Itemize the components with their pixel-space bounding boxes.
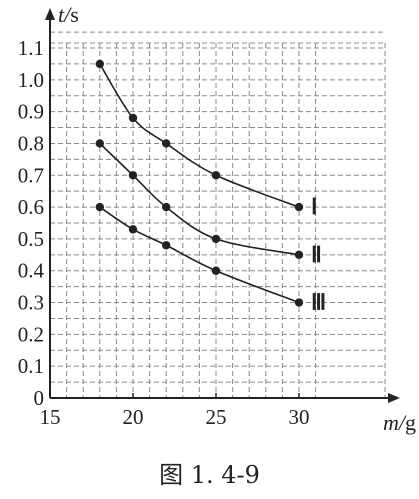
series-label-3: Ⅲ: [311, 290, 326, 315]
x-tick-label: 20: [123, 405, 144, 429]
series-point-2: [128, 171, 138, 180]
series-point-1: [294, 202, 304, 212]
y-tick-label: 0.9: [18, 100, 44, 124]
series-point-2: [162, 202, 171, 212]
series-point-2: [95, 139, 105, 148]
series-point-1: [211, 171, 221, 180]
grid: [50, 31, 386, 398]
series-point-3: [211, 266, 221, 275]
series-point-2: [294, 250, 304, 260]
series-label-2: Ⅱ: [311, 242, 322, 267]
series-point-3: [162, 241, 171, 250]
y-tick-label: 1.0: [18, 68, 44, 92]
series-point-2: [211, 234, 221, 244]
series-group: Ⅰ Ⅱ Ⅲ: [95, 59, 326, 315]
y-axis-arrow: [45, 8, 55, 20]
y-tick-label: 0.5: [18, 227, 44, 251]
x-tick-label: 30: [289, 405, 310, 429]
y-tick-label: 0.7: [18, 163, 44, 187]
x-axis-label: m/g: [383, 410, 416, 435]
y-tick-label: 0.1: [18, 354, 44, 378]
y-tick-label: 1.1: [18, 36, 44, 60]
x-tick-label: 25: [206, 405, 227, 429]
y-axis-label: t/s: [58, 2, 79, 27]
series-point-1: [128, 113, 138, 123]
series-point-3: [128, 225, 138, 234]
x-axis-arrow: [388, 393, 400, 403]
y-tick-label: 0.6: [18, 195, 44, 219]
y-tick-label: 0.8: [18, 131, 44, 155]
series-point-3: [95, 202, 105, 212]
series-point-1: [162, 139, 171, 148]
tick-labels: 0 0.1 0.2 0.3 0.4 0.5 0.6 0.7 0.8 0.9 1.0 1.1 15 20 25…: [18, 36, 310, 429]
series-point-1: [95, 59, 105, 69]
x-tick-label: 15: [40, 405, 61, 429]
y-tick-label: 0.2: [18, 322, 44, 346]
figure-caption: 图 1. 4-9: [159, 461, 260, 489]
y-tick-label: 0.3: [18, 291, 44, 315]
series-point-3: [294, 298, 304, 307]
series-label-1: Ⅰ: [311, 194, 318, 219]
y-tick-label: 0: [34, 386, 45, 410]
y-tick-label: 0.4: [18, 259, 45, 283]
axes: [45, 8, 400, 403]
